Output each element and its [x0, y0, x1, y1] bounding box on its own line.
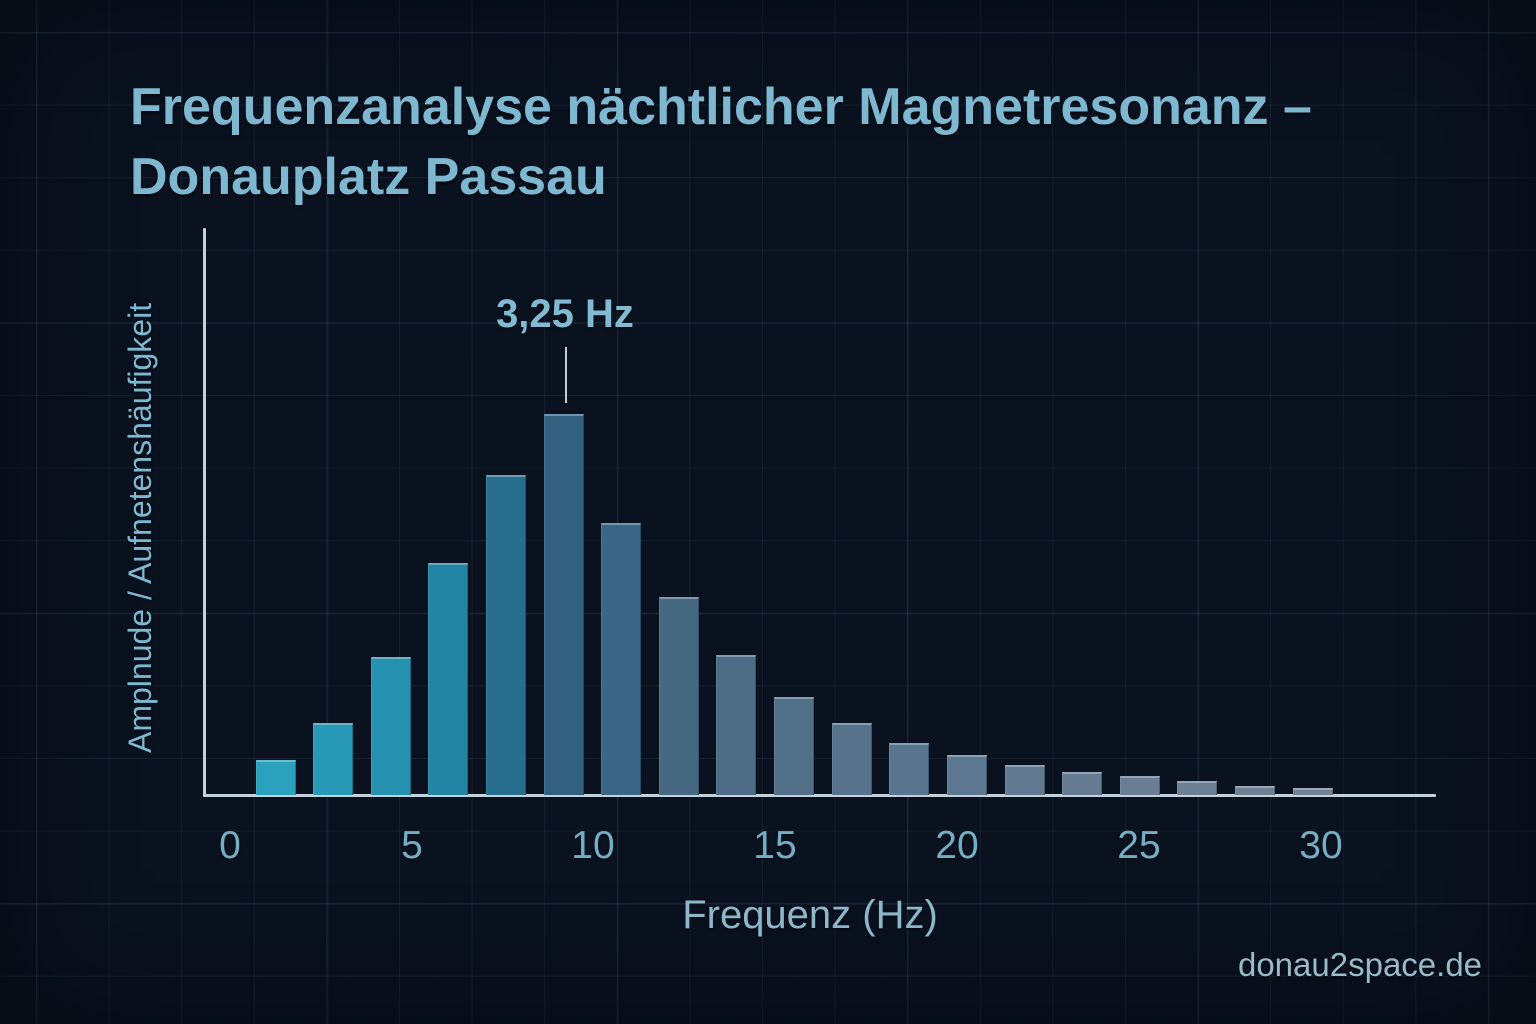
peak-annotation-pointer-line [565, 347, 567, 403]
bar [371, 657, 411, 795]
bar [774, 697, 814, 795]
chart-title: Frequenzanalyse nächtlicher Magnetresona… [130, 78, 1312, 206]
bar [486, 475, 526, 795]
x-tick-label: 30 [1299, 824, 1343, 867]
x-tick-label: 10 [571, 824, 615, 867]
x-axis-line [203, 794, 1436, 797]
bar [716, 655, 756, 795]
y-axis-label: Amplnude / Aufnetenshäufigkeit [122, 302, 158, 754]
bar [544, 414, 584, 795]
bar [1005, 765, 1045, 795]
peak-annotation-label: 3,25 Hz [496, 292, 634, 336]
watermark-text: donau2space.de [1237, 946, 1483, 983]
bar [1235, 786, 1275, 795]
bar [1293, 788, 1333, 795]
bar [256, 760, 296, 795]
bar [1177, 781, 1217, 795]
bar [889, 743, 929, 795]
x-axis-label: Frequenz (Hz) [682, 893, 938, 937]
x-tick-label: 5 [401, 824, 423, 867]
x-tick-label: 25 [1117, 824, 1161, 867]
bar [1120, 776, 1160, 795]
bar [659, 597, 699, 795]
bar [428, 563, 468, 795]
bar [601, 523, 641, 795]
x-tick-label: 15 [753, 824, 797, 867]
x-tick-label: 20 [935, 824, 979, 867]
bar [947, 755, 987, 795]
x-tick-label: 0 [219, 824, 241, 867]
bar [832, 723, 872, 795]
bar [1062, 772, 1102, 795]
bar [313, 723, 353, 795]
y-axis-line [203, 228, 206, 796]
